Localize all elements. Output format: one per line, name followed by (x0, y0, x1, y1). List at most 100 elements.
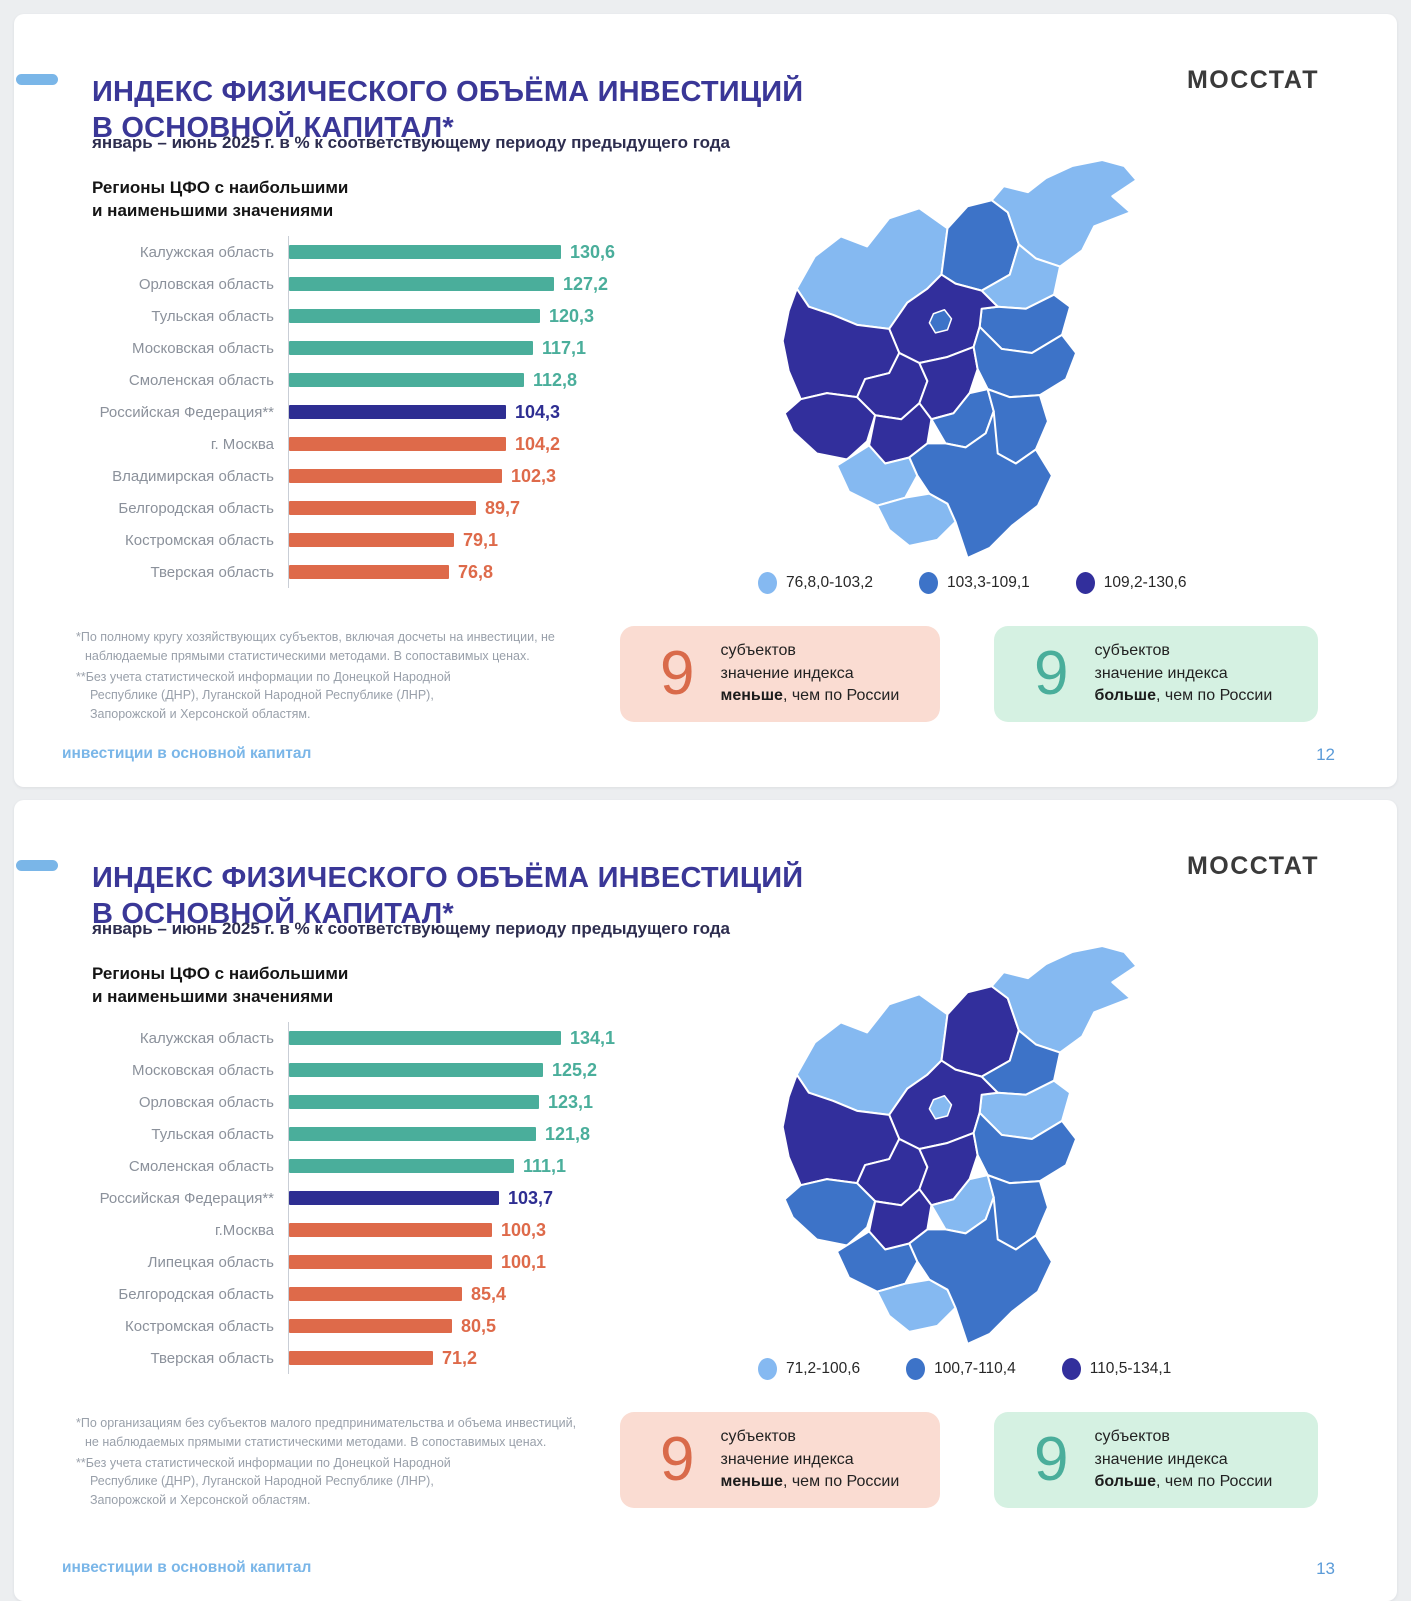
bar (289, 501, 476, 515)
legend-color-dot (758, 1358, 777, 1380)
bar-row: Московская область 125,2 (76, 1054, 651, 1086)
bar-category-label: Белгородская область (118, 499, 274, 517)
callout-text: субъектов значение индекса больше, чем п… (1094, 641, 1273, 705)
callout-less-than-russia: 9 субъектов значение индекса меньше, чем… (620, 626, 940, 722)
bar (289, 1095, 539, 1109)
legend-color-dot (758, 572, 777, 594)
bar-category-label: Тульская область (151, 1125, 274, 1143)
bar-value: 112,8 (533, 369, 578, 390)
map-region-voronezh (908, 1196, 1053, 1345)
bar-zone: 104,3 (288, 396, 651, 428)
map-svg (781, 945, 1138, 1345)
bar-zone: 117,1 (288, 332, 651, 364)
bar-category-label: Смоленская область (128, 1157, 274, 1175)
bar-row: Тверская область 71,2 (76, 1342, 651, 1374)
bar-row: Тульская область 121,8 (76, 1118, 651, 1150)
slide-12: ИНДЕКС ФИЗИЧЕСКОГО ОБЪЁМА ИНВЕСТИЦИЙ В О… (14, 14, 1397, 787)
bar-value: 134,1 (570, 1027, 616, 1048)
legend-range-label: 103,3-109,1 (947, 574, 1030, 591)
legend-range-label: 109,2-130,6 (1103, 574, 1187, 591)
bar-value: 80,5 (461, 1315, 497, 1336)
bar (289, 1351, 433, 1365)
bar-zone: 80,5 (288, 1310, 651, 1342)
bar-row: Калужская область 130,6 (76, 236, 651, 268)
bar (289, 1063, 543, 1077)
bar-row: Смоленская область 111,1 (76, 1150, 651, 1182)
bar-zone: 111,1 (288, 1150, 651, 1182)
bar (289, 469, 502, 483)
bar-category-label: Костромская область (124, 1317, 274, 1335)
bar-zone: 71,2 (288, 1342, 651, 1374)
bar-zone: 100,3 (288, 1214, 651, 1246)
callout-more-than-russia: 9 субъектов значение индекса больше, чем… (994, 1412, 1318, 1508)
bar-zone: 112,8 (288, 364, 651, 396)
mosstat-logo: МОССТАТ (1186, 66, 1319, 94)
bar-chart: Калужская область 134,1 Московская область… (76, 1022, 651, 1374)
legend-item: 110,5-134,1 (1061, 1358, 1171, 1380)
bar-value: 71,2 (442, 1347, 478, 1368)
footer-section-label: инвестиции в основной капитал (62, 1559, 312, 1576)
cfo-choropleth-map (729, 156, 1174, 568)
mosstat-logo: МОССТАТ (1186, 852, 1319, 880)
map-region-bryansk (783, 1178, 877, 1247)
footnote-2: **Без учета статистической информации по… (76, 669, 451, 722)
bar-value: 125,2 (552, 1059, 598, 1080)
map-region-ryazan (972, 1111, 1078, 1185)
bar (289, 277, 554, 291)
bar-row: Владимирская область 102,3 (76, 460, 651, 492)
bar-category-label: г.Москва (214, 1221, 274, 1239)
bar-row: Орловская область 127,2 (76, 268, 651, 300)
bar (289, 245, 561, 259)
title-line-2: В ОСНОВНОЙ КАПИТАЛ* (92, 112, 454, 145)
bar-category-label: Белгородская область (118, 1285, 274, 1303)
map-legend: 71,2-100,6 100,7-110,4 110,5-134,1 (758, 1358, 1217, 1380)
bar-value: 100,1 (501, 1251, 547, 1272)
map-region-voronezh (908, 410, 1053, 559)
bar-zone: 123,1 (288, 1086, 651, 1118)
bar (289, 1255, 492, 1269)
bar-category-label: Российская Федерация** (99, 403, 274, 421)
bar-zone: 127,2 (288, 268, 651, 300)
legend-item: 76,8,0-103,2 (758, 572, 873, 594)
accent-dash (16, 860, 58, 871)
bar-value: 102,3 (511, 465, 557, 486)
bar-value: 103,7 (508, 1187, 554, 1208)
bar (289, 1031, 561, 1045)
bar-row: Костромская область 80,5 (76, 1310, 651, 1342)
bar-category-label: Московская область (132, 339, 274, 357)
bar (289, 565, 449, 579)
callout-count: 9 (1034, 639, 1069, 708)
bar-value: 127,2 (563, 273, 609, 294)
title-line-1: ИНДЕКС ФИЗИЧЕСКОГО ОБЪЁМА ИНВЕСТИЦИЙ (92, 76, 804, 109)
bar (289, 1287, 462, 1301)
bar (289, 341, 533, 355)
bar-value: 123,1 (548, 1091, 594, 1112)
page-title: ИНДЕКС ФИЗИЧЕСКОГО ОБЪЁМА ИНВЕСТИЦИЙ В О… (92, 75, 952, 147)
legend-item: 109,2-130,6 (1075, 572, 1187, 594)
footnote-2: **Без учета статистической информации по… (76, 1455, 451, 1508)
bar (289, 1319, 452, 1333)
bar (289, 373, 524, 387)
bar-value: 79,1 (463, 529, 499, 550)
bar (289, 309, 540, 323)
callout-text: субъектов значение индекса больше, чем п… (1094, 1427, 1273, 1491)
legend-range-label: 71,2-100,6 (786, 1360, 861, 1377)
bar-row: Белгородская область 85,4 (76, 1278, 651, 1310)
bar-row: Липецкая область 100,1 (76, 1246, 651, 1278)
bar-value: 89,7 (485, 497, 521, 518)
callout-count: 9 (660, 1425, 695, 1494)
bar-row: г. Москва 104,2 (76, 428, 651, 460)
bar-zone: 104,2 (288, 428, 651, 460)
bar-category-label: Владимирская область (112, 467, 274, 485)
bar-category-label: Орловская область (138, 275, 274, 293)
bar-category-label: Смоленская область (128, 371, 274, 389)
bar-zone: 130,6 (288, 236, 651, 268)
title-line-2: В ОСНОВНОЙ КАПИТАЛ* (92, 898, 454, 931)
callout-text: субъектов значение индекса меньше, чем п… (720, 641, 900, 705)
bar-row: Орловская область 123,1 (76, 1086, 651, 1118)
legend-range-label: 100,7-110,4 (934, 1360, 1016, 1377)
bar-zone: 121,8 (288, 1118, 651, 1150)
footnotes: *По полному кругу хозяйствующих субъекто… (76, 628, 590, 724)
bar-category-label: Тверская область (150, 1349, 274, 1367)
bar-value: 104,2 (515, 433, 561, 454)
